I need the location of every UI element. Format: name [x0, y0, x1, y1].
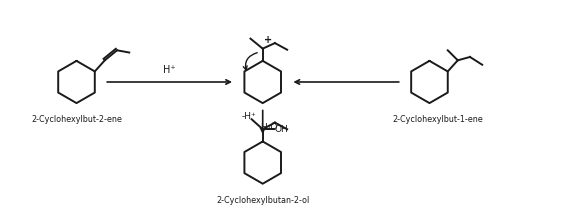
Text: +: + — [264, 35, 272, 45]
Text: H⁺: H⁺ — [163, 65, 176, 75]
Text: OH: OH — [274, 125, 288, 134]
Text: 2-Cyclohexylbut-2-ene: 2-Cyclohexylbut-2-ene — [31, 115, 122, 124]
Text: 2-Cyclohexylbut-1-ene: 2-Cyclohexylbut-1-ene — [392, 115, 483, 124]
Text: -H⁺: -H⁺ — [241, 112, 256, 121]
Text: H₂Ö: H₂Ö — [260, 123, 277, 132]
FancyArrowPatch shape — [243, 53, 257, 70]
Text: 2-Cyclohexylbutan-2-ol: 2-Cyclohexylbutan-2-ol — [216, 196, 309, 205]
